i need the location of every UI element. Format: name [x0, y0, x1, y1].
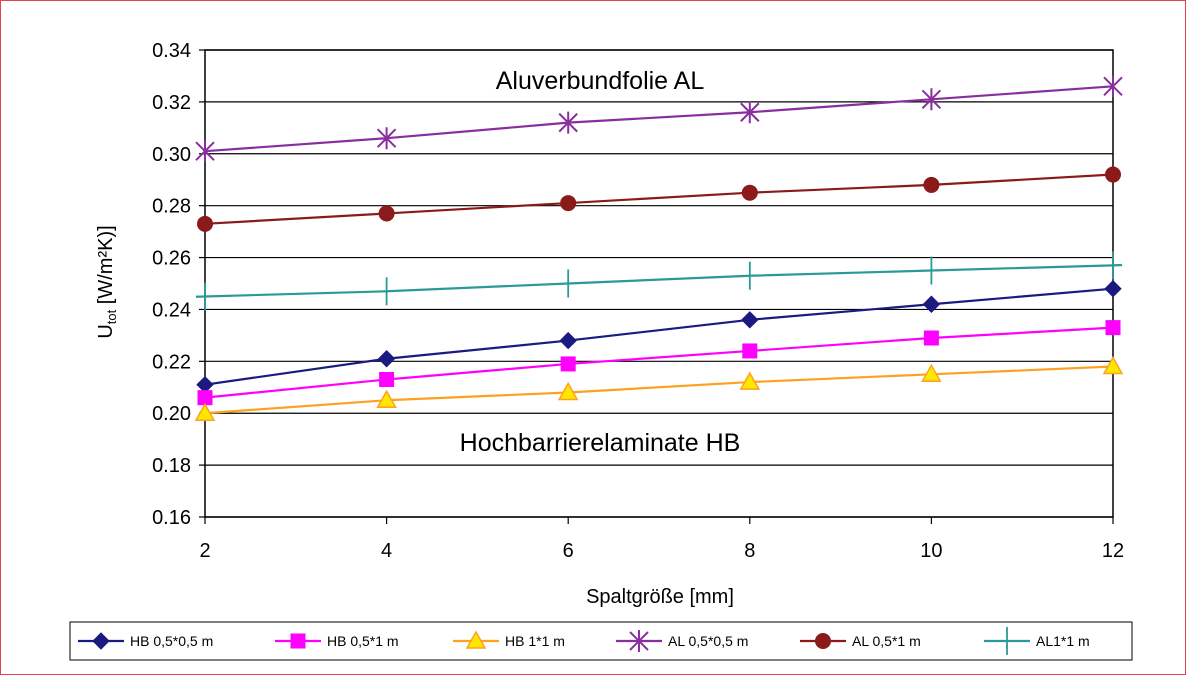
legend-item: AL 0,5*1 m: [800, 633, 921, 649]
legend-item: HB 1*1 m: [453, 630, 565, 649]
series-0: [196, 279, 1122, 394]
data-point: [742, 343, 758, 359]
y-axis-label-main: U: [95, 324, 117, 338]
data-point: [377, 350, 396, 368]
data-point: [560, 195, 577, 212]
data-point: [376, 127, 397, 150]
y-tick-label: 0.24: [152, 299, 191, 321]
data-point: [559, 331, 577, 350]
series-2: [194, 355, 1124, 421]
legend-item: HB 0,5*1 m: [275, 633, 399, 649]
x-tick-label: 10: [920, 540, 942, 562]
data-point: [376, 389, 397, 408]
series-line: [204, 326, 1114, 399]
data-point: [195, 140, 215, 163]
data-point: [739, 371, 761, 390]
data-point: [921, 88, 942, 111]
y-tick-label: 0.34: [152, 40, 191, 62]
series-1: [197, 320, 1121, 406]
y-axis-label-rest: [W/m²K)]: [95, 225, 117, 309]
legend-marker: [290, 633, 306, 649]
x-tick-label: 6: [563, 540, 574, 562]
data-point: [921, 363, 942, 383]
data-point: [1103, 75, 1123, 98]
series-line: [204, 173, 1114, 225]
data-point: [560, 356, 576, 372]
legend-label: AL 0,5*0,5 m: [668, 633, 748, 649]
x-axis-label: Spaltgröße [mm]: [586, 586, 734, 608]
y-tick-label: 0.32: [152, 92, 191, 114]
data-point: [378, 205, 395, 222]
x-tick-label: 4: [381, 540, 392, 562]
data-point: [557, 381, 579, 401]
annotation-al: Aluverbundfolie AL: [496, 67, 705, 95]
series-line: [195, 263, 1123, 298]
series-line: [204, 287, 1114, 386]
x-tick-label: 2: [199, 540, 210, 562]
series-5: [195, 251, 1123, 311]
series: [194, 75, 1124, 421]
series-line: [204, 85, 1114, 153]
data-point: [379, 371, 395, 387]
legend-label: AL1*1 m: [1036, 633, 1090, 649]
data-point: [197, 390, 213, 406]
data-point: [740, 101, 760, 124]
data-point: [1105, 166, 1121, 183]
data-point: [194, 402, 216, 421]
legend-label: HB 0,5*1 m: [327, 633, 399, 649]
y-axis-label-sub: tot: [104, 309, 119, 324]
legend-label: HB 1*1 m: [505, 633, 565, 649]
y-axis-label: Utot [W/m²K)]: [95, 225, 119, 338]
legend-marker: [92, 632, 110, 650]
legend-item: AL 0,5*0,5 m: [616, 630, 748, 652]
data-point: [741, 311, 759, 329]
y-tick-label: 0.26: [152, 248, 191, 270]
y-tick-label: 0.20: [152, 403, 191, 425]
legend-marker: [629, 630, 649, 652]
data-point: [1104, 279, 1122, 298]
data-point: [923, 176, 940, 193]
data-point: [923, 330, 939, 346]
series-3: [195, 75, 1123, 163]
data-point: [922, 295, 941, 313]
data-point: [741, 184, 758, 201]
y-tick-label: 0.30: [152, 144, 191, 166]
x-tick-label: 8: [744, 540, 755, 562]
x-tick-label: 12: [1102, 540, 1124, 562]
annotation-hb: Hochbarrierelaminate HB: [460, 429, 741, 457]
legend-item: HB 0,5*0,5 m: [78, 632, 213, 650]
y-tick-label: 0.22: [152, 351, 191, 373]
legend-marker: [815, 633, 831, 649]
y-tick-label: 0.28: [152, 196, 191, 218]
legend-marker: [465, 630, 487, 649]
x-axis: 2 4 6 8 10 12: [199, 517, 1124, 562]
data-point: [558, 111, 578, 134]
y-tick-label: 0.18: [152, 455, 191, 477]
data-point: [1105, 320, 1121, 336]
y-axis: 0.16 0.18 0.20 0.22 0.24 0.26 0.28 0.30 0.32 0.34: [152, 40, 205, 529]
legend-label: HB 0,5*0,5 m: [130, 633, 213, 649]
legend: HB 0,5*0,5 m HB 0,5*1 m HB 1*1 m AL 0,5*0,5…: [78, 627, 1090, 655]
data-point: [197, 215, 213, 232]
legend-box: [69, 621, 1133, 661]
legend-label: AL 0,5*1 m: [852, 633, 921, 649]
y-tick-label: 0.16: [152, 507, 191, 529]
series-4: [197, 166, 1121, 232]
series-line: [204, 365, 1114, 415]
data-point: [1102, 355, 1124, 375]
legend-item: AL1*1 m: [984, 627, 1090, 655]
